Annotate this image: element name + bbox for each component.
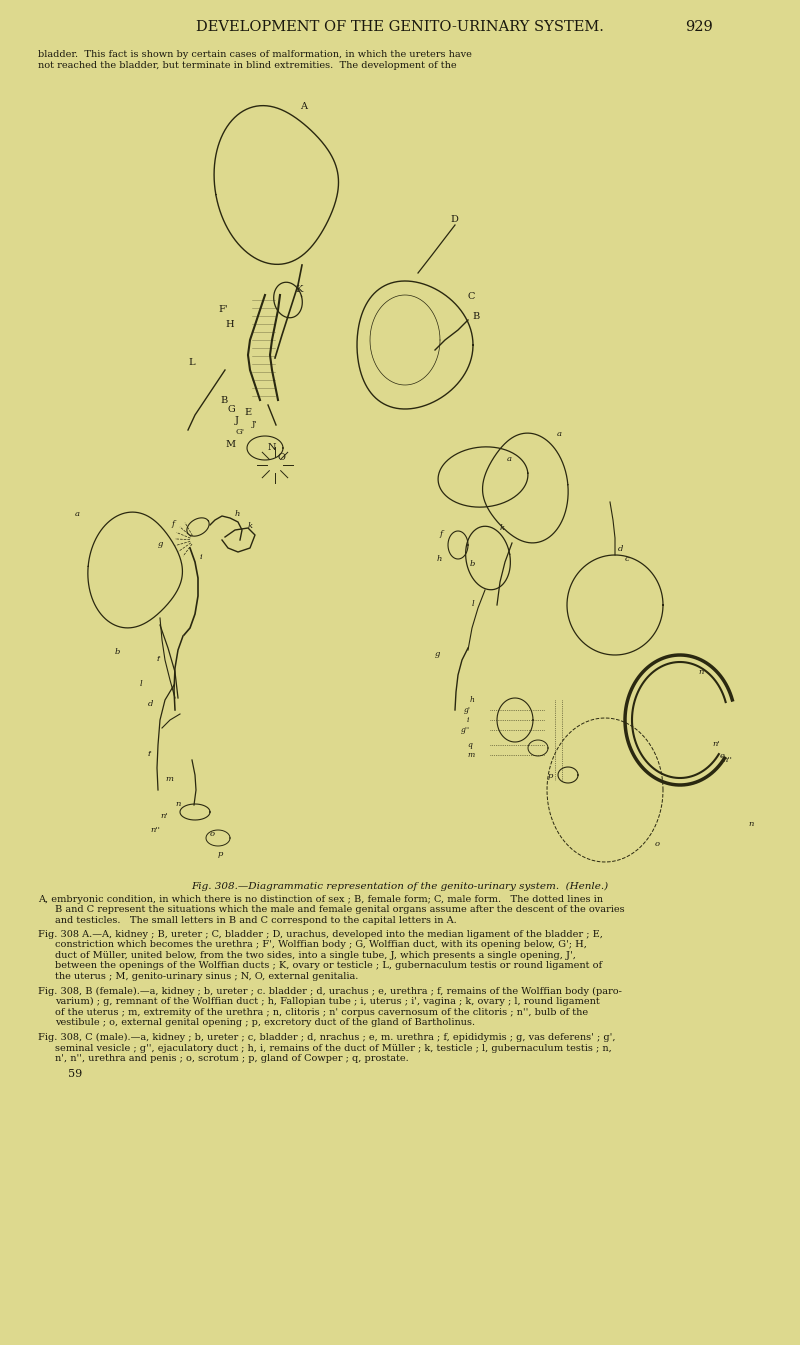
Text: q: q (467, 741, 472, 749)
Text: n: n (698, 668, 703, 677)
Text: a: a (557, 430, 562, 438)
Text: H: H (225, 320, 234, 330)
Text: bladder.  This fact is shown by certain cases of malformation, in which the uret: bladder. This fact is shown by certain c… (38, 50, 472, 59)
Text: i: i (467, 716, 470, 724)
Text: n'': n'' (722, 756, 732, 764)
Text: b: b (470, 560, 475, 568)
Text: h: h (470, 695, 475, 703)
Text: O: O (278, 453, 286, 461)
Text: l: l (472, 600, 474, 608)
Text: n': n' (712, 740, 720, 748)
Text: n: n (175, 800, 180, 808)
Text: DEVELOPMENT OF THE GENITO-URINARY SYSTEM.: DEVELOPMENT OF THE GENITO-URINARY SYSTEM… (196, 20, 604, 34)
Text: C: C (468, 292, 475, 301)
Text: K: K (295, 285, 302, 295)
Text: k: k (248, 522, 253, 530)
Text: n': n' (160, 812, 168, 820)
Text: B: B (220, 395, 227, 405)
Text: i': i' (157, 655, 162, 663)
Text: f: f (440, 530, 443, 538)
Text: Fig. 308, C (male).—a, kidney ; b, ureter ; c, bladder ; d, nrachus ; e, m. uret: Fig. 308, C (male).—a, kidney ; b, urete… (38, 1033, 615, 1042)
Text: e: e (720, 752, 725, 760)
Text: A: A (300, 102, 307, 112)
Text: A, embryonic condition, in which there is no distinction of sex ; B, female form: A, embryonic condition, in which there i… (38, 894, 603, 904)
Text: g': g' (464, 706, 471, 714)
Text: seminal vesicle ; g'', ejaculatory duct ; h, i, remains of the duct of Müller ; : seminal vesicle ; g'', ejaculatory duct … (55, 1044, 612, 1053)
Text: k: k (500, 525, 505, 533)
Text: h: h (437, 555, 442, 564)
Text: varium) ; g, remnant of the Wolffian duct ; h, Fallopian tube ; i, uterus ; i', : varium) ; g, remnant of the Wolffian duc… (55, 998, 600, 1006)
Text: n: n (748, 820, 754, 829)
Text: m: m (467, 751, 474, 759)
Text: f: f (172, 521, 175, 529)
Text: N: N (268, 443, 277, 452)
Text: i: i (200, 553, 202, 561)
Text: o: o (655, 841, 660, 847)
Text: g: g (158, 539, 163, 547)
Text: G': G' (236, 428, 245, 436)
Text: L: L (188, 358, 194, 367)
Text: vestibule ; o, external genital opening ; p, excretory duct of the gland of Bart: vestibule ; o, external genital opening … (55, 1018, 475, 1028)
Text: m: m (165, 775, 173, 783)
Text: n', n'', urethra and penis ; o, scrotum ; p, gland of Cowper ; q, prostate.: n', n'', urethra and penis ; o, scrotum … (55, 1054, 409, 1063)
Text: duct of Müller, united below, from the two sides, into a single tube, J, which p: duct of Müller, united below, from the t… (55, 951, 576, 959)
Text: B: B (472, 312, 479, 321)
Text: J': J' (252, 420, 258, 428)
Text: n'': n'' (150, 826, 160, 834)
Text: b: b (115, 648, 120, 656)
Text: not reached the bladder, but terminate in blind extremities.  The development of: not reached the bladder, but terminate i… (38, 61, 457, 70)
Text: the uterus ; M, genito-urinary sinus ; N, O, external genitalia.: the uterus ; M, genito-urinary sinus ; N… (55, 971, 358, 981)
Text: D: D (450, 215, 458, 225)
Text: a: a (507, 455, 512, 463)
Text: B and C represent the situations which the male and female genital organs assume: B and C represent the situations which t… (55, 905, 625, 915)
Text: g'': g'' (461, 726, 470, 734)
Text: constriction which becomes the urethra ; F', Wolffian body ; G, Wolffian duct, w: constriction which becomes the urethra ;… (55, 940, 587, 950)
Text: of the uterus ; m, extremity of the urethra ; n, clitoris ; n' corpus cavernosum: of the uterus ; m, extremity of the uret… (55, 1007, 588, 1017)
Text: F': F' (218, 305, 228, 313)
Text: h: h (235, 510, 240, 518)
Text: p: p (218, 850, 223, 858)
Text: a: a (75, 510, 80, 518)
Text: J: J (235, 416, 239, 425)
Text: Fig. 308 A.—A, kidney ; B, ureter ; C, bladder ; D, urachus, developed into the : Fig. 308 A.—A, kidney ; B, ureter ; C, b… (38, 929, 603, 939)
Text: 929: 929 (685, 20, 713, 34)
Text: i': i' (148, 751, 153, 759)
Text: c: c (625, 555, 630, 564)
Text: d: d (618, 545, 623, 553)
Text: o: o (210, 830, 215, 838)
Text: and testicles.   The small letters in B and C correspond to the capital letters : and testicles. The small letters in B an… (55, 916, 457, 925)
Text: l: l (140, 681, 142, 689)
Text: g: g (435, 650, 440, 658)
Text: E: E (244, 408, 251, 417)
Text: M: M (225, 440, 235, 449)
Text: G: G (228, 405, 236, 414)
Text: 59: 59 (68, 1069, 82, 1079)
Text: d: d (148, 699, 154, 707)
Text: Fig. 308.—Diagrammatic representation of the genito-urinary system.  (Henle.): Fig. 308.—Diagrammatic representation of… (191, 882, 609, 892)
Text: between the openings of the Wolffian ducts ; K, ovary or testicle ; L, gubernacu: between the openings of the Wolffian duc… (55, 962, 602, 970)
Text: p: p (548, 772, 554, 780)
Text: Fig. 308, B (female).—a, kidney ; b, ureter ; c. bladder ; d, urachus ; e, ureth: Fig. 308, B (female).—a, kidney ; b, ure… (38, 987, 622, 997)
